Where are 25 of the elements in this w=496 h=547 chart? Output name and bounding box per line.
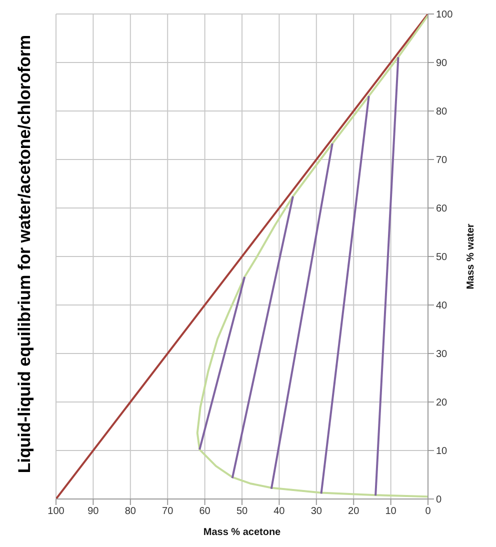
y-tick-label: 100	[436, 10, 454, 21]
y-axis-title: Mass % water	[466, 224, 477, 290]
x-tick-label: 60	[199, 506, 211, 518]
x-tick-label: 0	[425, 506, 432, 518]
y-tick-label: 90	[436, 58, 448, 70]
y-tick-label: 0	[436, 494, 442, 506]
x-axis-title: Mass % acetone	[203, 527, 282, 538]
x-tick-label: 70	[162, 506, 174, 518]
x-tick-label: 10	[385, 506, 397, 518]
y-tick-label: 60	[436, 204, 448, 215]
y-tick-label: 80	[436, 106, 448, 118]
y-tick-label: 20	[436, 398, 448, 409]
y-tick-label: 30	[436, 349, 448, 360]
text: Liquid-liquid equilibrium for water/acetone/chloroform	[15, 34, 35, 473]
x-tick-label: 50	[236, 506, 248, 518]
y-tick-label: 10	[436, 446, 448, 458]
x-tick-label: 80	[124, 506, 136, 518]
y-tick-label: 40	[436, 300, 448, 312]
x-tick-label: 40	[274, 506, 286, 518]
x-tick-label: 100	[48, 506, 65, 518]
y-tick-label: 50	[436, 252, 448, 264]
x-tick-label: 30	[310, 506, 322, 518]
x-tick-label: 90	[88, 506, 100, 518]
y-tick-label: 70	[436, 155, 448, 166]
x-tick-label: 20	[348, 506, 360, 518]
